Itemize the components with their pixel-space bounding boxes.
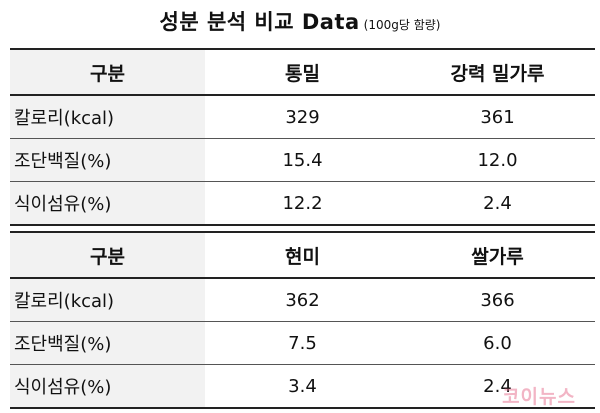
page-title: 성분 분석 비교 Data (100g당 함량) <box>0 6 600 36</box>
cell-value: 2.4 <box>483 375 512 397</box>
header-rice-flour: 쌀가루 <box>400 232 595 278</box>
cell-value: 12.2 <box>282 192 323 214</box>
header-brown-rice: 현미 <box>205 232 400 278</box>
comparison-table-rice: 구분 현미 쌀가루 칼로리(kcal) 362 366 조단백질(%) 7.5 … <box>10 231 595 409</box>
header-category: 구분 <box>10 49 205 95</box>
cell-value: 2.4 <box>483 192 512 214</box>
comparison-table-wheat: 구분 통밀 강력 밀가루 칼로리(kcal) 329 361 조단백질(%) 1… <box>10 48 595 226</box>
table-row-fiber: 식이섬유(%) 3.4 2.4 <box>10 364 595 408</box>
title-main: 성분 분석 비교 Data <box>159 10 360 34</box>
header-bread-flour: 강력 밀가루 <box>400 49 595 95</box>
row-label: 조단백질(%) <box>10 138 205 182</box>
table-row-protein: 조단백질(%) 15.4 12.0 <box>10 138 595 182</box>
cell-value: 15.4 <box>282 149 323 171</box>
table-header-row: 구분 현미 쌀가루 <box>10 232 595 278</box>
table-row-protein: 조단백질(%) 7.5 6.0 <box>10 321 595 365</box>
cell-value: 329 <box>285 106 320 128</box>
cell-value: 6.0 <box>483 332 512 354</box>
row-label: 칼로리(kcal) <box>10 278 205 322</box>
cell-value: 362 <box>285 289 320 311</box>
header-category: 구분 <box>10 232 205 278</box>
table-row-calories: 칼로리(kcal) 329 361 <box>10 95 595 139</box>
cell-value: 7.5 <box>288 332 317 354</box>
table-row-fiber: 식이섬유(%) 12.2 2.4 <box>10 181 595 225</box>
table-row-calories: 칼로리(kcal) 362 366 <box>10 278 595 322</box>
table-header-row: 구분 통밀 강력 밀가루 <box>10 49 595 95</box>
row-label: 조단백질(%) <box>10 321 205 365</box>
cell-value: 366 <box>480 289 515 311</box>
cell-value: 12.0 <box>477 149 518 171</box>
header-whole-wheat: 통밀 <box>205 49 400 95</box>
cell-value: 3.4 <box>288 375 317 397</box>
title-subtitle: (100g당 함량) <box>363 18 441 32</box>
cell-value: 361 <box>480 106 515 128</box>
row-label: 칼로리(kcal) <box>10 95 205 139</box>
row-label: 식이섬유(%) <box>10 181 205 225</box>
row-label: 식이섬유(%) <box>10 364 205 408</box>
watermark-logo: 코이뉴스 <box>502 386 576 408</box>
